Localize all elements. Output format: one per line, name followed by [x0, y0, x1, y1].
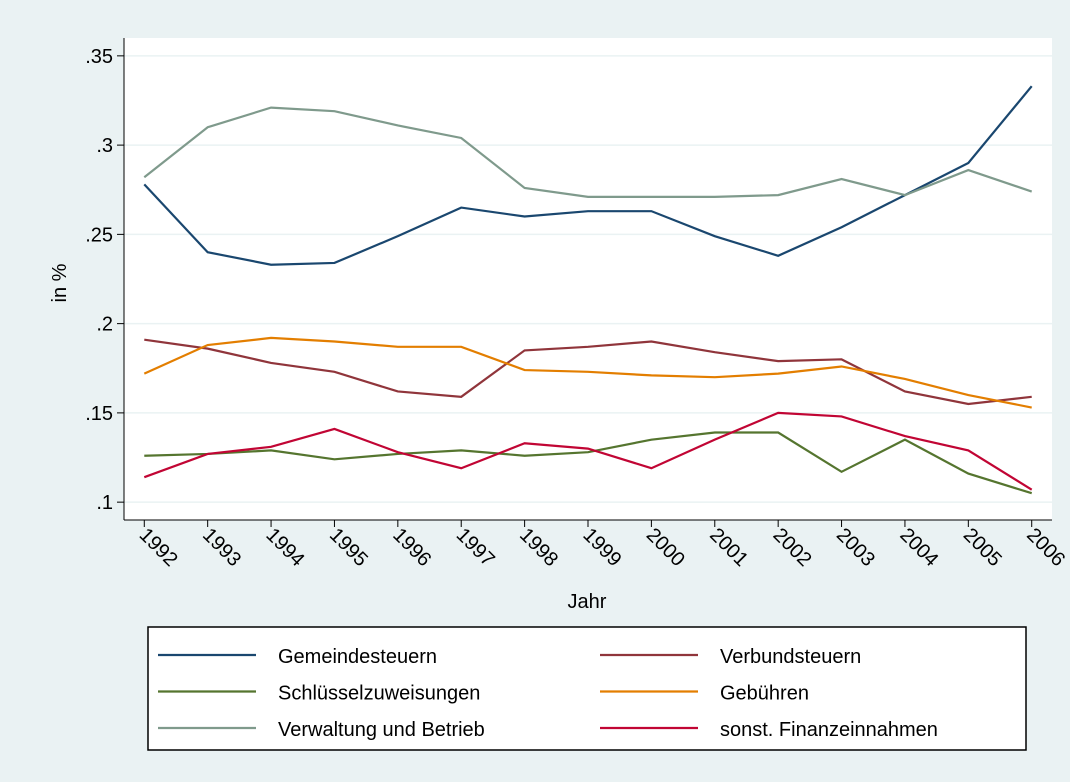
legend-label: sonst. Finanzeinnahmen: [720, 719, 938, 741]
series-line: [144, 431, 1033, 495]
series-line: [143, 336, 1032, 409]
y-tick-label: .3: [96, 135, 113, 157]
y-tick-label: .2: [96, 314, 113, 336]
legend-label: Schlüsselzuweisungen: [278, 683, 480, 705]
legend-label: Verwaltung und Betrieb: [278, 719, 485, 741]
y-tick-label: .15: [85, 403, 113, 425]
legend-label: Gemeindesteuern: [278, 646, 437, 668]
legend-label: Verbundsteuern: [720, 646, 861, 668]
series-line: [144, 338, 1032, 406]
y-tick-label: .35: [85, 46, 113, 68]
y-axis-title: in %: [49, 263, 71, 302]
y-tick-label: .25: [85, 224, 113, 246]
legend-label: Gebühren: [720, 683, 809, 705]
plot-area: [124, 38, 1052, 520]
series-line: [143, 85, 1033, 266]
series-line: [143, 411, 1033, 491]
legend: [147, 626, 1027, 751]
y-tick-label: .1: [96, 492, 113, 514]
x-axis-title: Jahr: [568, 591, 607, 613]
series-line: [143, 106, 1033, 198]
